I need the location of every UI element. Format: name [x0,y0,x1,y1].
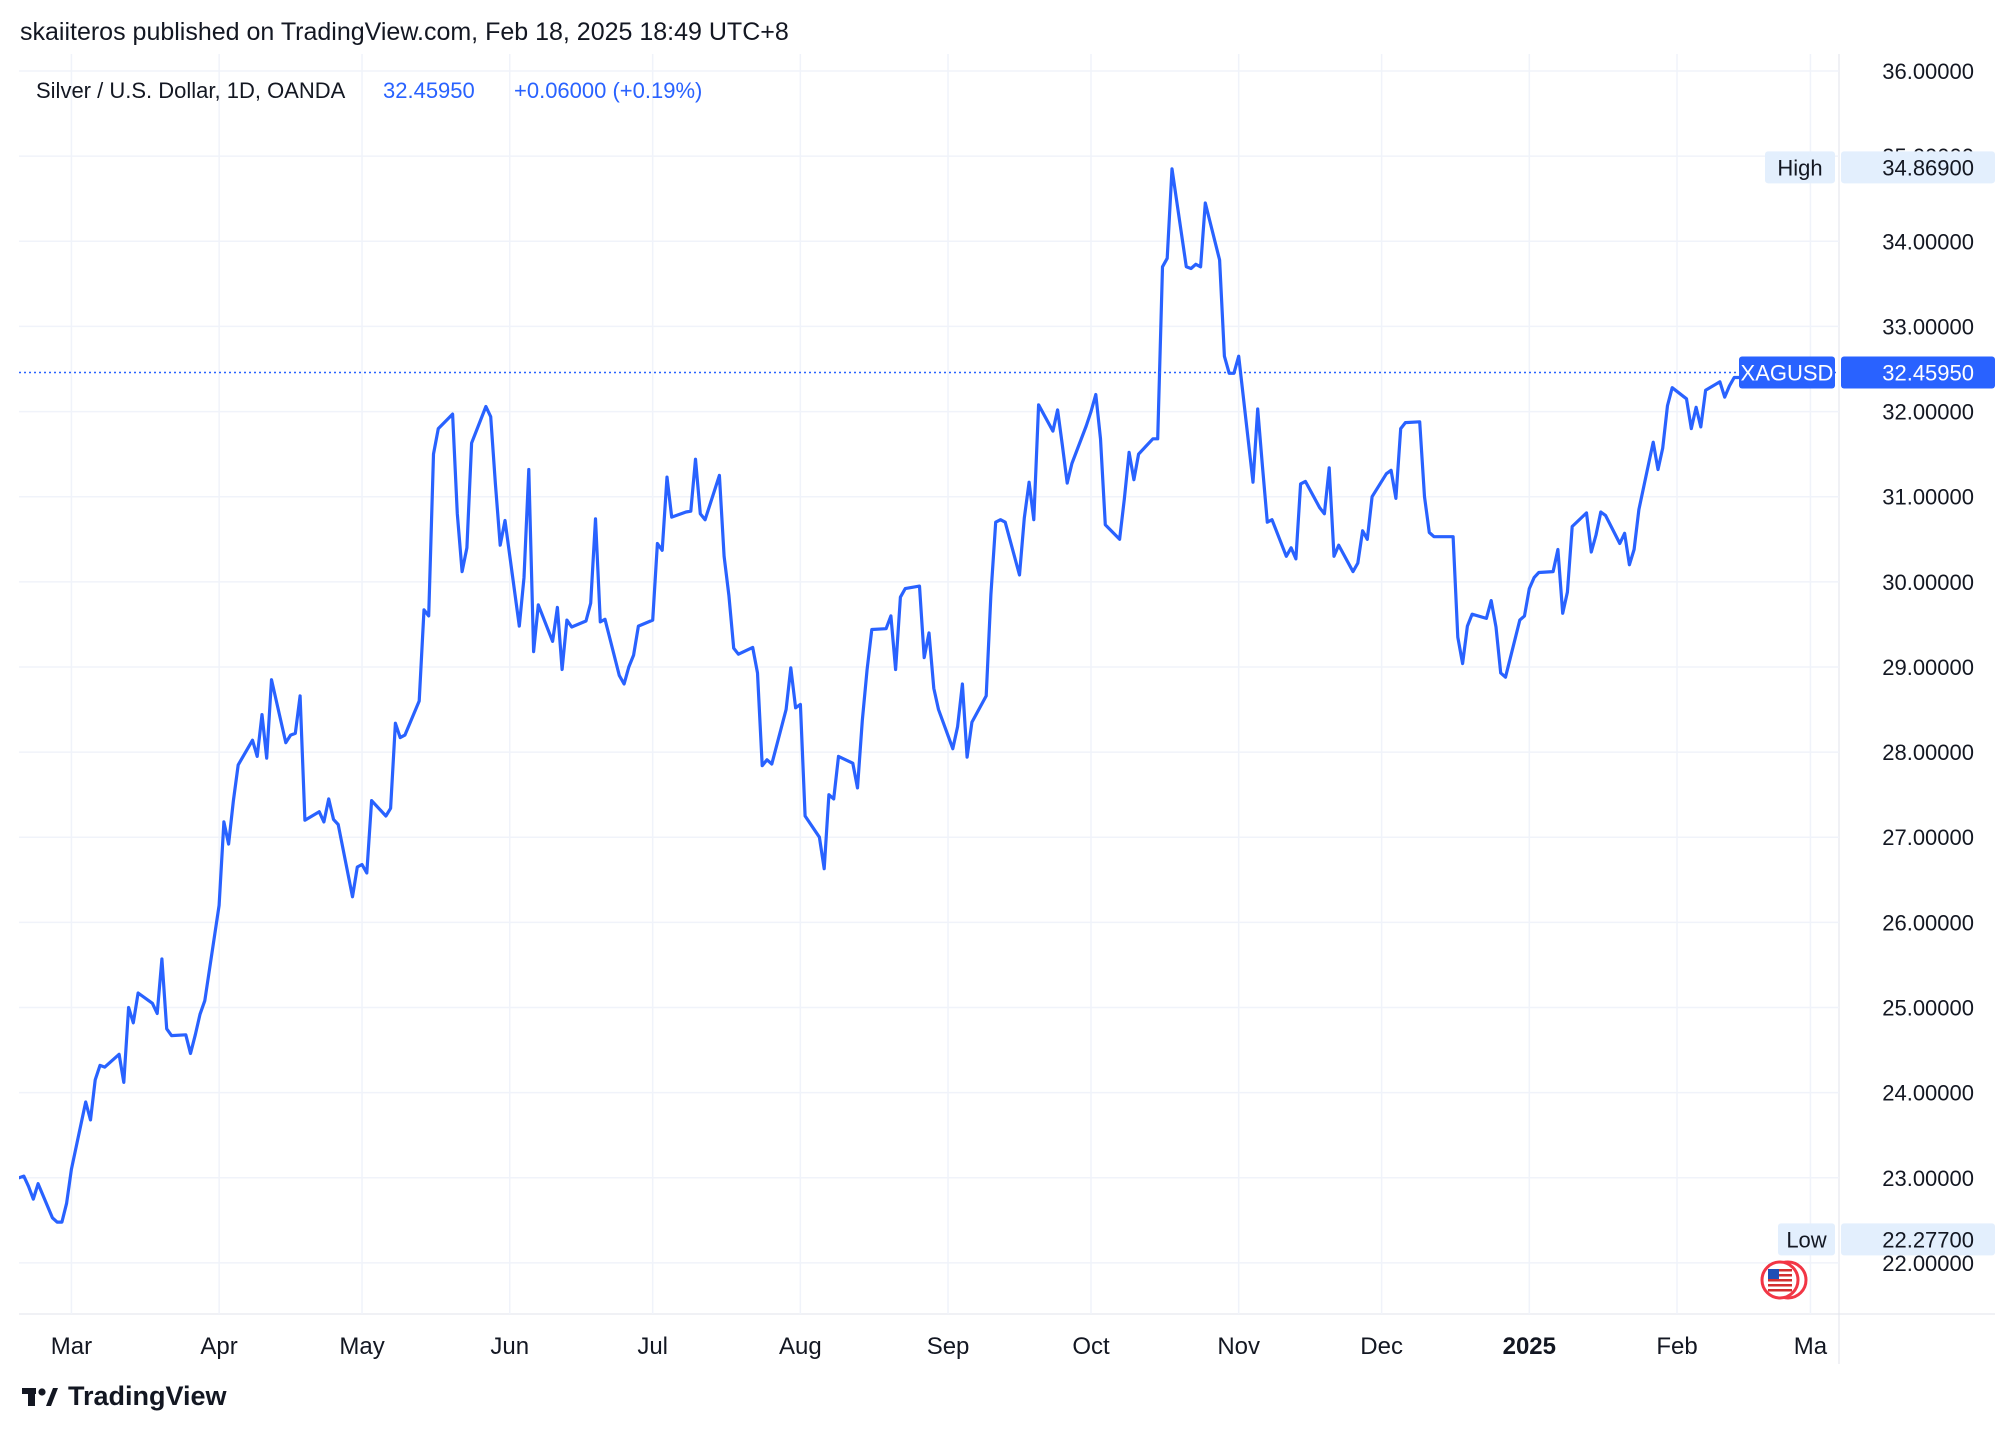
flag-stripe [1768,1289,1792,1292]
last-price-label-box [1739,356,1835,389]
x-tick-label: Aug [779,1333,822,1360]
x-tick-label: Jun [490,1333,529,1360]
low-label-box [1778,1223,1835,1256]
low-badge: 22.27700 Low [1778,1223,1995,1256]
publisher-caption: skaiiteros published on TradingView.com,… [20,18,789,46]
tradingview-footer[interactable]: TradingView [22,1381,227,1412]
flag-stripe [1768,1269,1792,1272]
y-tick-label: 27.00000 [1882,825,1974,850]
price-chart[interactable]: Mar Apr May Jun Jul Aug Sep Oct Nov Dec 2025 Feb Ma … [17,54,1995,1364]
x-tick-label: Jul [637,1333,668,1360]
x-tick-label: May [339,1333,384,1360]
low-label: Low [1786,1227,1826,1252]
flag-stripe [1768,1284,1792,1287]
flag-stripe [1768,1279,1792,1282]
symbol-legend: Silver / U.S. Dollar, 1D, OANDA 32.45950… [36,78,702,103]
y-tick-label: 23.00000 [1882,1166,1974,1191]
y-tick-label: 33.00000 [1882,314,1974,339]
high-label: High [1777,155,1822,180]
price-series-line [17,167,1760,1224]
legend-change: +0.06000 (+0.19%) [514,78,702,103]
y-tick-label: 31.00000 [1882,485,1974,510]
chart-area[interactable]: Mar Apr May Jun Jul Aug Sep Oct Nov Dec 2025 Feb Ma … [17,54,1995,1364]
x-tick-label: Apr [200,1333,237,1360]
last-price-badge: 32.45950 XAGUSD [1739,356,1995,389]
y-tick-label: 32.00000 [1882,400,1974,425]
x-tick-label: Sep [927,1333,970,1360]
price-badges: 34.86900 High 22.27700 Low 32.45950 XAGUSD [1739,151,1995,1256]
high-value: 34.86900 [1882,155,1974,180]
y-tick-label: 34.00000 [1882,229,1974,254]
high-value-box [1841,151,1995,184]
chart-background [19,54,1995,1364]
y-tick-label: 28.00000 [1882,740,1974,765]
flag-stripe [1768,1274,1792,1277]
symbol-title: Silver / U.S. Dollar, 1D, OANDA [36,78,346,103]
tradingview-brand: TradingView [68,1381,227,1411]
x-tick-label: Nov [1217,1333,1260,1360]
price-axis: 22.0000023.0000024.0000025.0000026.00000… [1882,59,1974,1276]
time-axis: Mar Apr May Jun Jul Aug Sep Oct Nov Dec 2025 Feb Ma [51,1333,1828,1360]
y-tick-label: 24.00000 [1882,1081,1974,1106]
y-tick-label: 26.00000 [1882,910,1974,935]
x-tick-label: Dec [1360,1333,1403,1360]
y-tick-label: 36.00000 [1882,59,1974,84]
last-price-value-box [1841,356,1995,389]
us-flag-icon [1760,1260,1808,1300]
y-tick-label: 30.00000 [1882,570,1974,595]
last-price-value: 32.45950 [1882,360,1974,385]
low-value: 22.27700 [1882,1227,1974,1252]
legend-price: 32.45950 [383,78,475,103]
x-tick-label: 2025 [1503,1333,1556,1360]
grid-lines [19,54,1995,1364]
x-tick-label: Ma [1794,1333,1828,1360]
high-label-box [1765,151,1835,184]
last-price-label: XAGUSD [1741,360,1834,385]
x-tick-label: Mar [51,1333,92,1360]
y-tick-label: 25.00000 [1882,996,1974,1021]
tradingview-logo-icon [22,1387,58,1406]
x-tick-label: Oct [1072,1333,1110,1360]
low-value-box [1841,1223,1995,1256]
high-badge: 34.86900 High [1765,151,1995,184]
y-tick-label: 29.00000 [1882,655,1974,680]
flag-canton [1768,1269,1779,1279]
x-tick-label: Feb [1656,1333,1697,1360]
